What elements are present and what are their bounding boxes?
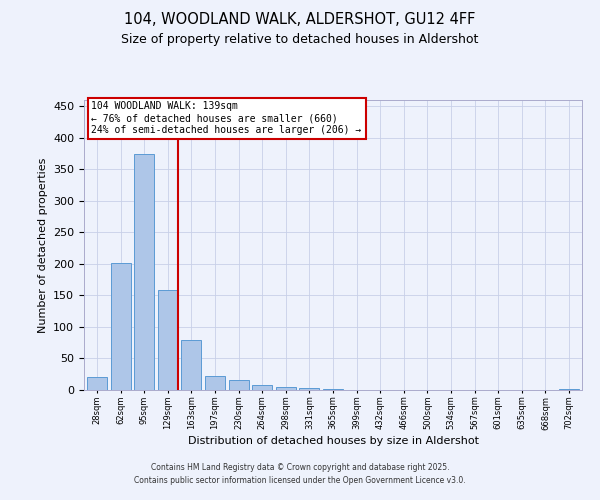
Bar	[87, 378, 107, 390]
Bar	[205, 376, 225, 390]
Text: 104, WOODLAND WALK, ALDERSHOT, GU12 4FF: 104, WOODLAND WALK, ALDERSHOT, GU12 4FF	[124, 12, 476, 28]
Y-axis label: Number of detached properties: Number of detached properties	[38, 158, 47, 332]
Text: Contains HM Land Registry data © Crown copyright and database right 2025.: Contains HM Land Registry data © Crown c…	[151, 464, 449, 472]
Bar	[229, 380, 248, 390]
Text: 104 WOODLAND WALK: 139sqm
← 76% of detached houses are smaller (660)
24% of semi: 104 WOODLAND WALK: 139sqm ← 76% of detac…	[91, 102, 362, 134]
Bar	[181, 340, 202, 390]
Bar	[276, 387, 296, 390]
Bar	[110, 262, 131, 390]
Bar	[559, 388, 579, 390]
Text: Size of property relative to detached houses in Aldershot: Size of property relative to detached ho…	[121, 32, 479, 46]
Bar	[252, 385, 272, 390]
X-axis label: Distribution of detached houses by size in Aldershot: Distribution of detached houses by size …	[187, 436, 479, 446]
Bar	[134, 154, 154, 390]
Text: Contains public sector information licensed under the Open Government Licence v3: Contains public sector information licen…	[134, 476, 466, 485]
Bar	[299, 388, 319, 390]
Bar	[158, 290, 178, 390]
